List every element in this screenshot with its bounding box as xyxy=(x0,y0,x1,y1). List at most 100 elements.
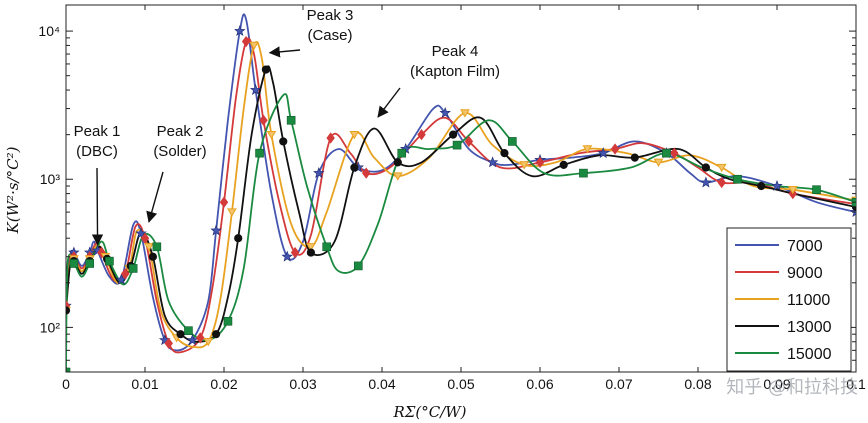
x-tick-label: 0.08 xyxy=(684,376,711,392)
series-point xyxy=(186,334,199,346)
series-point xyxy=(701,163,711,172)
annotations: Peak 1 (DBC) Peak 2 (Solder) Peak 3 (Case) Pea… xyxy=(74,7,500,246)
series-point xyxy=(653,158,664,167)
y-tick-label: 10⁴ xyxy=(38,23,60,39)
series-point xyxy=(140,232,150,244)
series-point xyxy=(579,168,588,178)
annotation-label: Peak 2 xyxy=(157,123,204,140)
series-point xyxy=(66,367,71,372)
series-point xyxy=(313,167,325,178)
x-tick-label: 0.09 xyxy=(763,376,790,392)
series-point xyxy=(148,252,157,261)
annotation-label: (Case) xyxy=(307,27,352,44)
series-point xyxy=(261,65,270,74)
series-point xyxy=(234,234,243,243)
x-tick-label: 0.04 xyxy=(368,376,395,392)
series-point xyxy=(306,243,316,252)
series-point xyxy=(290,246,300,259)
x-axis: 0 0.01 0.02 0.03 0.04 0.05 0.06 0.07 0.08 0.09 0.1 xyxy=(62,5,866,392)
x-tick-label: 0.02 xyxy=(210,376,237,392)
series-point xyxy=(535,156,545,168)
series-point xyxy=(164,337,173,350)
series-point xyxy=(717,176,726,189)
series-point xyxy=(241,35,251,48)
annotation-label: Peak 1 xyxy=(74,123,121,140)
series-point xyxy=(286,115,296,125)
series-point xyxy=(771,179,783,191)
legend: 7000 9000 11000 13000 15000 xyxy=(726,227,852,372)
series-point xyxy=(361,167,371,179)
series-point xyxy=(144,243,154,252)
series-point xyxy=(393,158,402,167)
series-point xyxy=(353,261,363,271)
series-point xyxy=(223,316,233,326)
series-point xyxy=(266,130,277,140)
series-point xyxy=(397,148,407,158)
series-point xyxy=(610,143,620,155)
series-point xyxy=(152,242,162,252)
series-point xyxy=(392,172,403,181)
series-point xyxy=(135,227,147,239)
annotation-label: (DBC) xyxy=(76,143,118,160)
series-point xyxy=(350,163,359,172)
annotation-arrow xyxy=(146,171,164,223)
annotation-arrow xyxy=(268,46,301,58)
series-point xyxy=(121,268,130,280)
series-point xyxy=(210,224,222,236)
series-point xyxy=(757,181,766,191)
series-point xyxy=(196,332,205,344)
series-point xyxy=(787,186,798,195)
series-point xyxy=(662,148,671,158)
annotation-label: (Solder) xyxy=(153,143,206,160)
x-tick-label: 0.07 xyxy=(605,376,632,392)
x-tick-label: 0.06 xyxy=(526,376,553,392)
series-point xyxy=(259,114,268,126)
marker-layer xyxy=(66,25,856,372)
series-point xyxy=(227,208,237,217)
series-point xyxy=(234,25,246,36)
series-point xyxy=(460,109,470,118)
series-point xyxy=(700,176,712,188)
series-point xyxy=(850,206,856,217)
series-point xyxy=(500,149,509,158)
series-line-11000 xyxy=(66,41,856,349)
series-point xyxy=(582,145,593,154)
series-point xyxy=(105,256,114,266)
series-point xyxy=(508,137,517,146)
plot-area xyxy=(65,4,857,373)
series-point xyxy=(439,106,451,118)
x-tick-label: 0.05 xyxy=(447,376,474,392)
y-tick-label: 10³ xyxy=(40,171,61,187)
legend-label: 13000 xyxy=(787,319,832,336)
series-point xyxy=(417,129,426,141)
annotation-label: Peak 4 xyxy=(432,43,479,60)
series-point xyxy=(449,130,458,139)
x-tick-label: 0.01 xyxy=(131,376,158,392)
x-tick-label: 0.1 xyxy=(846,376,866,392)
x-tick-label: 0 xyxy=(62,376,70,392)
annotation-arrow xyxy=(377,87,401,118)
series-point xyxy=(326,132,335,144)
x-tick-label: 0.03 xyxy=(289,376,316,392)
series-point xyxy=(630,153,639,162)
annotation-arrow xyxy=(91,167,104,246)
series-point xyxy=(716,163,727,173)
legend-label: 9000 xyxy=(787,265,823,282)
series-point xyxy=(176,330,185,339)
series-point xyxy=(597,147,609,159)
y-axis-label: K(W²·s/°C²) xyxy=(4,146,22,234)
series-point xyxy=(66,306,71,315)
series-point xyxy=(464,135,474,148)
watermark: 知乎 @和拉科技 xyxy=(726,377,858,398)
annotation-label: Peak 3 xyxy=(307,7,354,24)
series-point xyxy=(670,147,679,159)
series-point xyxy=(279,137,288,146)
series-point xyxy=(519,161,530,170)
series-point xyxy=(349,130,360,140)
series-point xyxy=(219,196,229,208)
series-point xyxy=(203,338,214,347)
series-point xyxy=(85,259,94,268)
x-axis-label: RΣ(°C/W) xyxy=(392,403,466,421)
series-point xyxy=(249,83,262,96)
